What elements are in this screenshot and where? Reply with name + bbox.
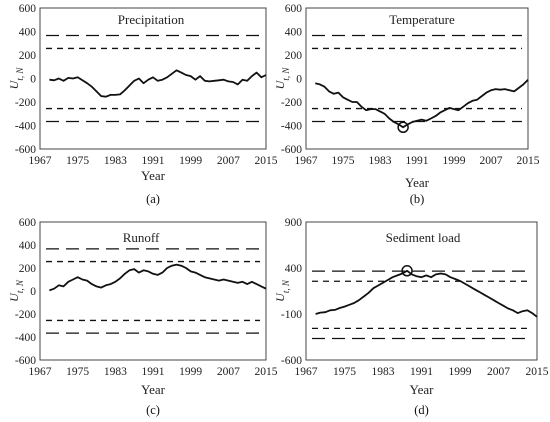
panel-2-x-tick-label: 1975: [66, 366, 89, 378]
panel-1-y-tick-label: 200: [285, 50, 303, 62]
panel-2-y-tick-label: 0: [30, 286, 36, 298]
panel-0-title: Precipitation: [118, 12, 185, 27]
panel-0-y-tick-label: 0: [30, 74, 36, 86]
panel-0-x-tick-label: 2007: [217, 155, 240, 167]
panel-3-y-axis-label-main: U: [273, 292, 287, 302]
panel-2-y-tick-label: 400: [19, 240, 37, 252]
panel-1-x-tick-label: 1967: [295, 155, 318, 167]
panel-3-caption: (d): [414, 403, 429, 417]
panel-3-y-axis-label: Ut, N: [273, 279, 291, 302]
panel-1-y-axis-label-sub: t, N: [281, 67, 291, 81]
panel-1-x-axis-label: Year: [405, 175, 430, 190]
panel-0-y-tick-label: -400: [15, 121, 36, 133]
panel-0-plot-frame: [39, 7, 267, 150]
panel-1-y-tick-label: 0: [296, 74, 302, 86]
panel-0-y-tick-label: -600: [15, 144, 36, 156]
panel-2-title: Runoff: [123, 230, 160, 245]
panel-2-y-tick-label: -600: [15, 355, 36, 367]
panel-0-y-tick-label: 600: [19, 3, 37, 15]
panel-2-x-axis-label: Year: [141, 382, 166, 397]
panel-3-x-tick-label: 1975: [333, 366, 356, 378]
panel-2-caption: (c): [146, 403, 160, 417]
panel-3-x-tick-label: 1991: [410, 366, 433, 378]
panel-0-caption: (a): [146, 192, 160, 206]
panel-3-series-line: [315, 269, 538, 318]
panel-0-x-tick-label: 1983: [104, 155, 127, 167]
panel-3-y-tick-label: -600: [281, 355, 302, 367]
panel-3-title: Sediment load: [386, 230, 461, 245]
panel-3-x-tick-label: 2007: [487, 366, 510, 378]
panel-1-y-tick-label: 600: [285, 3, 303, 15]
panel-1-x-tick-label: 1991: [406, 155, 429, 167]
panel-3-y-tick-label: -100: [281, 309, 302, 321]
panel-0-y-tick-label: 200: [19, 50, 37, 62]
panel-2-y-tick-label: -200: [15, 309, 36, 321]
panel-3-plot-frame: [305, 221, 538, 361]
panel-2-y-axis-label: Ut, N: [7, 279, 25, 302]
panel-1-x-tick-label: 1983: [369, 155, 392, 167]
panel-0-x-tick-label: 1999: [179, 155, 202, 167]
panel-2-y-tick-label: 600: [19, 217, 37, 229]
panel-3-x-tick-label: 2015: [526, 366, 549, 378]
panel-0-x-tick-label: 1967: [29, 155, 52, 167]
panel-3-circle-marker: [401, 265, 413, 277]
panel-2-y-axis-label-sub: t, N: [15, 279, 25, 293]
panel-2-x-tick-label: 1967: [29, 366, 52, 378]
panel-0-x-tick-label: 2015: [255, 155, 278, 167]
panel-1-x-tick-label: 1975: [332, 155, 355, 167]
panel-0-y-tick-label: -200: [15, 97, 36, 109]
panel-1-y-tick-label: -200: [281, 97, 302, 109]
panel-3-y-tick-label: 900: [285, 217, 303, 229]
panel-3-x-tick-label: 1983: [372, 366, 395, 378]
panel-2-x-tick-label: 2007: [217, 366, 240, 378]
panel-1-x-tick-label: 2015: [517, 155, 540, 167]
panel-2-x-tick-label: 1983: [104, 366, 127, 378]
panel-0-x-tick-label: 1991: [142, 155, 165, 167]
panel-0-series-line: [49, 69, 267, 98]
panel-3-x-tick-label: 1999: [449, 366, 472, 378]
panel-0-y-tick-label: 400: [19, 27, 37, 39]
panel-1-x-tick-label: 1999: [443, 155, 466, 167]
panel-2-y-tick-label: 200: [19, 263, 37, 275]
panel-1-series-line: [315, 79, 529, 129]
panel-3-x-axis-label: Year: [410, 382, 435, 397]
panel-1-y-axis-label-main: U: [273, 79, 287, 89]
panel-1-y-tick-label: 400: [285, 27, 303, 39]
panel-1-title: Temperature: [389, 12, 455, 27]
panel-0-y-axis-label-sub: t, N: [15, 67, 25, 81]
panel-1-y-tick-label: -600: [281, 144, 302, 156]
panel-1-caption: (b): [410, 192, 425, 206]
panel-0-x-tick-label: 1975: [66, 155, 89, 167]
panel-1-x-tick-label: 2007: [480, 155, 503, 167]
panel-2-series-line: [49, 263, 267, 292]
panel-1-plot-frame: [305, 7, 529, 150]
panel-2-plot-frame: [39, 221, 267, 361]
panel-1-y-tick-label: -400: [281, 121, 302, 133]
panel-3-y-axis-label-sub: t, N: [281, 279, 291, 293]
panel-0-y-axis-label-main: U: [7, 79, 21, 89]
panel-2-y-axis-label-main: U: [7, 292, 21, 302]
panel-1-circle-marker: [397, 121, 409, 134]
panel-2-x-tick-label: 1991: [142, 366, 165, 378]
panel-3-x-tick-label: 1967: [295, 366, 318, 378]
panel-2-y-tick-label: -400: [15, 332, 36, 344]
panel-2-x-tick-label: 2015: [255, 366, 278, 378]
panel-3-y-tick-label: 400: [285, 263, 303, 275]
panel-1-y-axis-label: Ut, N: [273, 67, 291, 90]
panel-0-y-axis-label: Ut, N: [7, 67, 25, 90]
panel-0-x-axis-label: Year: [141, 168, 166, 183]
panel-2-x-tick-label: 1999: [179, 366, 202, 378]
